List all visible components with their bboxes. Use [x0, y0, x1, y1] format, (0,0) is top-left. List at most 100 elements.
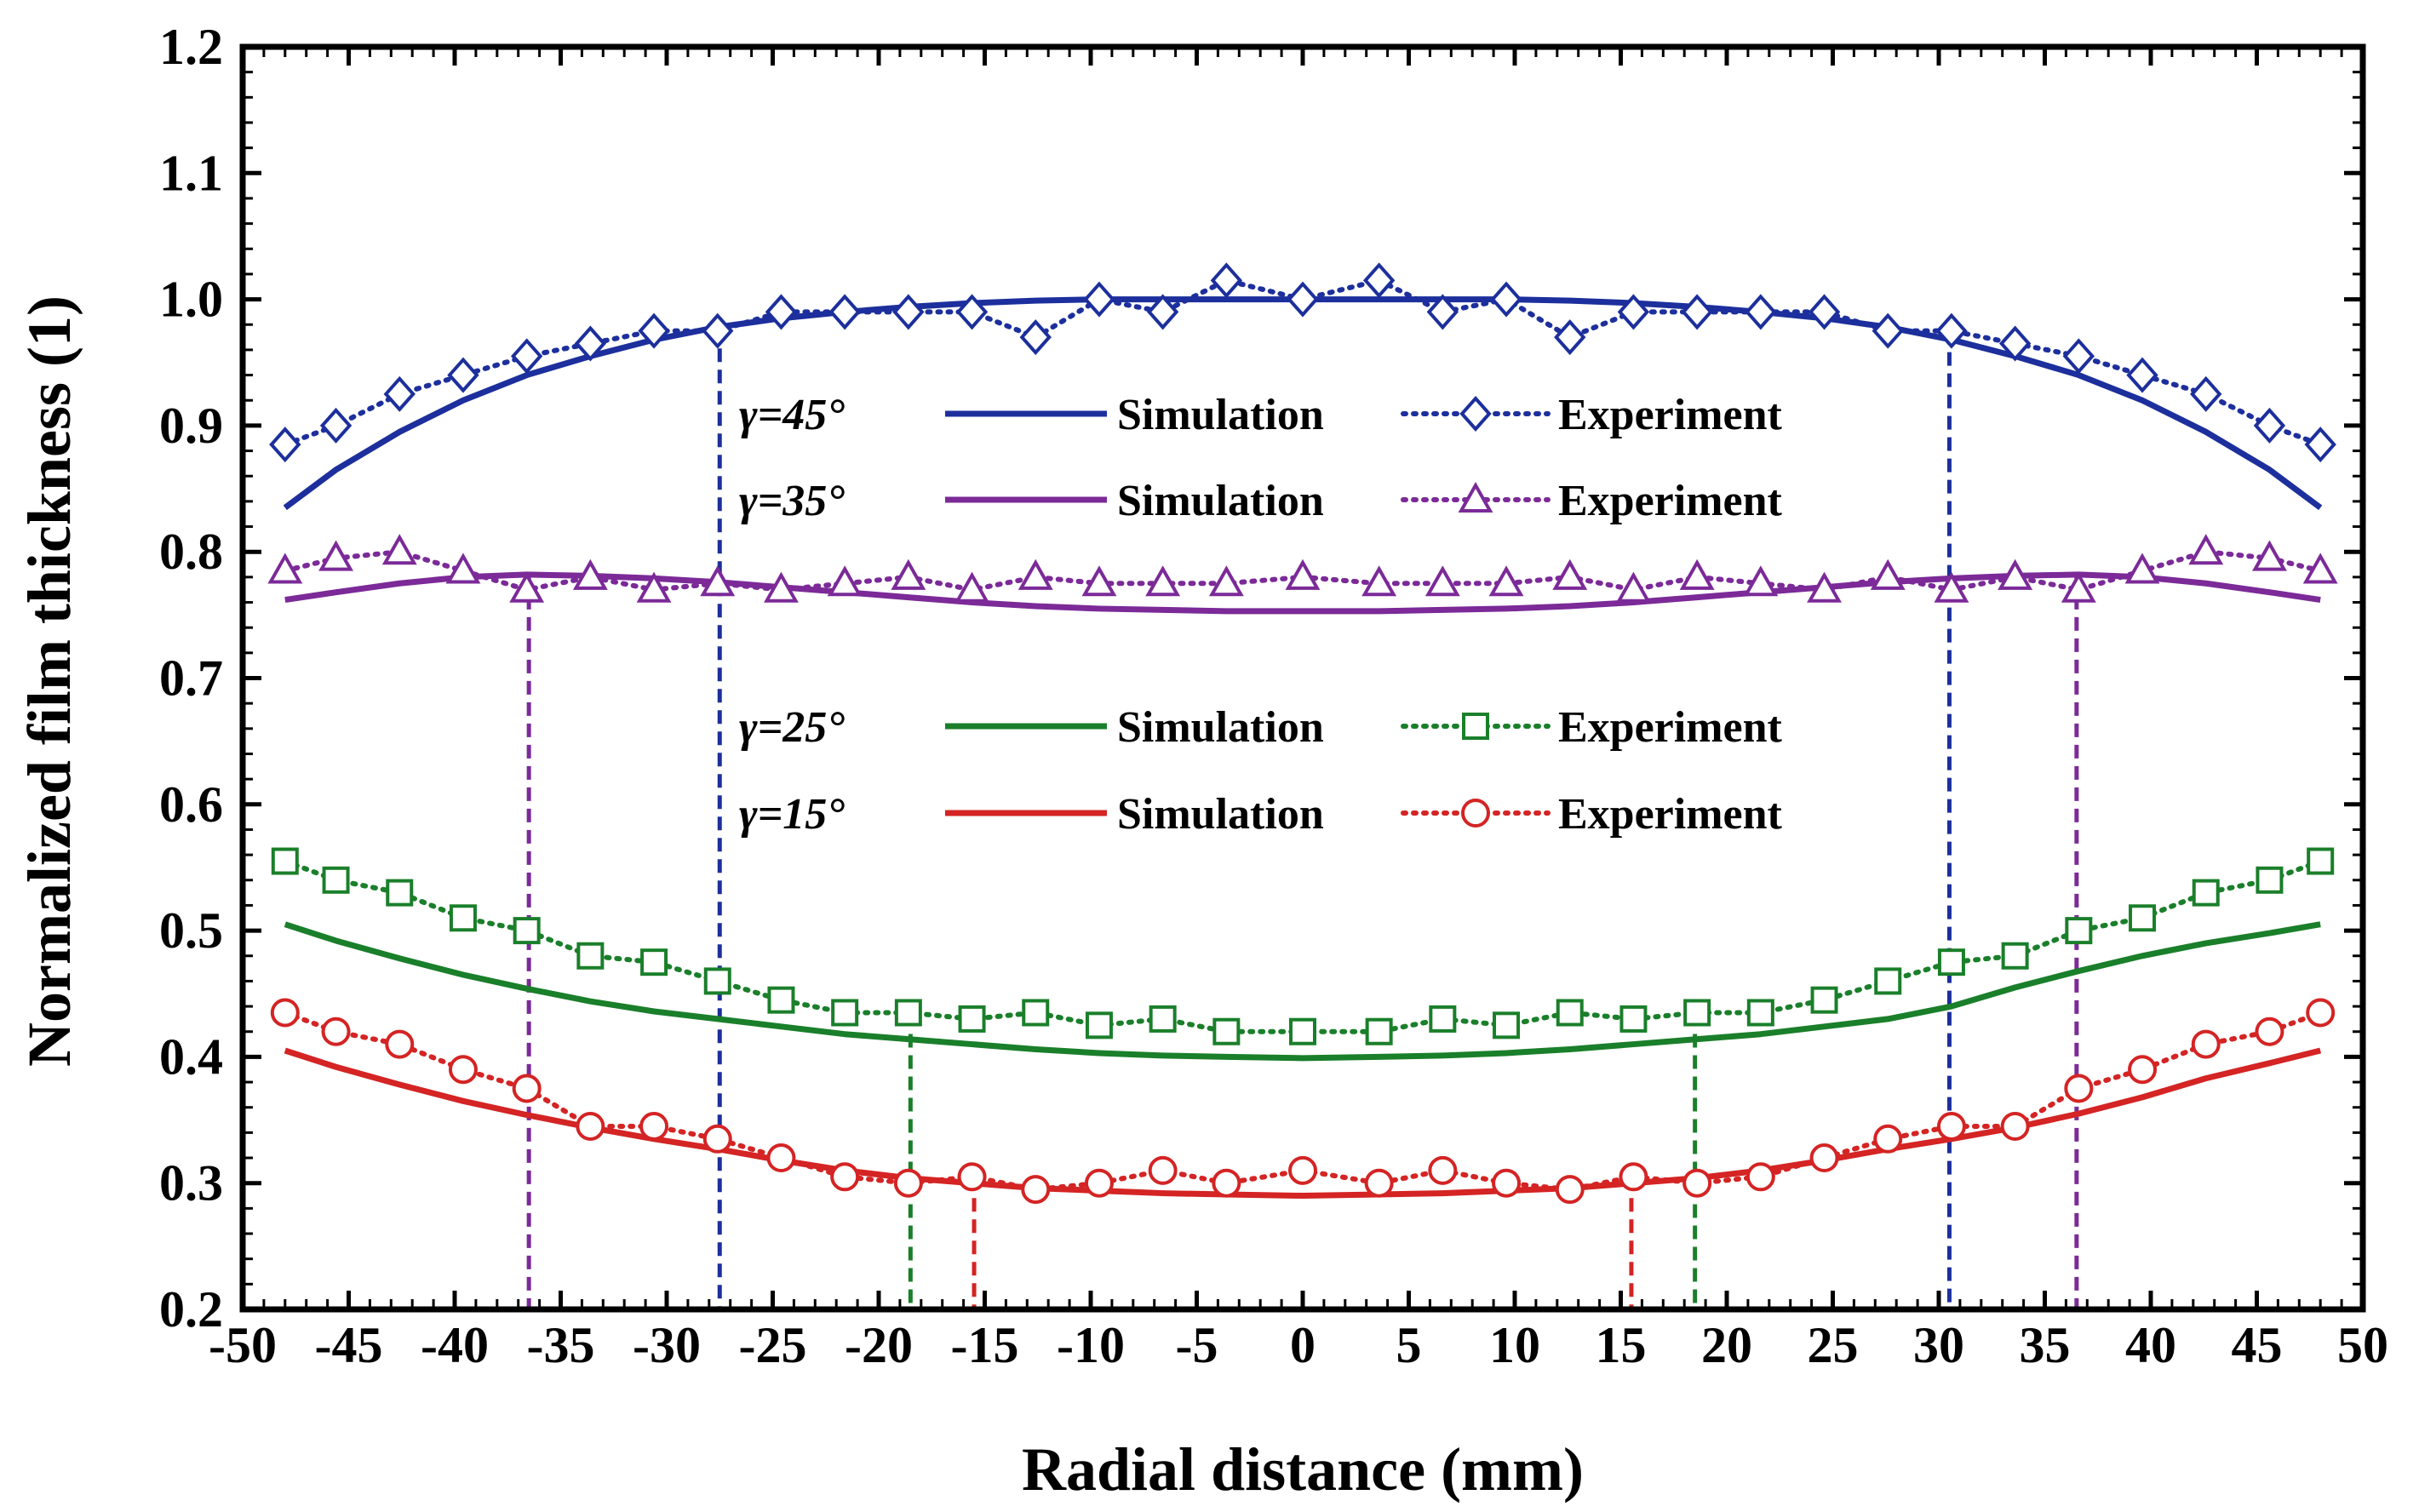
experiment-point-gamma-35 — [445, 553, 481, 584]
experiment-point-gamma-25 — [2192, 879, 2220, 907]
experiment-point-gamma-25 — [1365, 1017, 1393, 1045]
x-tick-label: 45 — [2232, 1317, 2283, 1373]
experiment-point-gamma-35 — [2061, 571, 2096, 603]
experiment-point-gamma-25 — [1022, 999, 1050, 1027]
experiment-point-gamma-15 — [893, 1168, 923, 1198]
experiment-point-gamma-15 — [1809, 1143, 1839, 1173]
experiment-point-gamma-45 — [1426, 294, 1459, 330]
experiment-point-gamma-45 — [1287, 281, 1319, 318]
experiment-point-gamma-45 — [1362, 262, 1396, 299]
experiment-point-gamma-45 — [1083, 281, 1115, 318]
experiment-point-gamma-25 — [1149, 1005, 1177, 1033]
experiment-point-gamma-35 — [1017, 558, 1053, 590]
experiment-point-gamma-35 — [1998, 558, 2033, 590]
experiment-point-gamma-15 — [448, 1055, 478, 1085]
experiment-point-gamma-15 — [1428, 1155, 1458, 1185]
experiment-point-gamma-45 — [765, 294, 798, 330]
simulation-line-gamma-25 — [284, 921, 2321, 1062]
experiment-point-gamma-35 — [1679, 558, 1715, 590]
experiment-point-gamma-25 — [2256, 866, 2284, 894]
x-tick-label: 10 — [1489, 1317, 1540, 1373]
axis-ticks — [240, 44, 2365, 1312]
experiment-point-gamma-25 — [831, 999, 859, 1027]
experiment-point-gamma-25 — [1212, 1017, 1241, 1045]
experiment-point-gamma-45 — [2304, 427, 2336, 463]
legend-experiment-marker-25 — [1462, 713, 1489, 740]
y-tick-label: 1.1 — [159, 145, 223, 201]
experiment-point-gamma-15 — [2191, 1029, 2221, 1059]
y-tick-label: 0.5 — [159, 902, 223, 959]
y-tick-label: 1.0 — [159, 272, 223, 328]
experiment-point-gamma-15 — [702, 1124, 732, 1154]
experiment-point-gamma-25 — [1493, 1011, 1521, 1040]
experiment-point-gamma-15 — [1021, 1175, 1051, 1205]
experiment-point-gamma-25 — [1289, 1017, 1316, 1045]
x-tick-label: 0 — [1290, 1317, 1316, 1373]
experiment-point-gamma-25 — [1429, 1005, 1457, 1033]
experiment-point-gamma-35 — [1807, 571, 1842, 603]
experiment-point-gamma-25 — [640, 948, 668, 976]
experiment-point-gamma-25 — [767, 986, 795, 1014]
experiment-point-gamma-35 — [764, 571, 799, 603]
legend-simulation-label-25: Simulation — [1117, 703, 1324, 752]
y-tick-label: 0.2 — [159, 1281, 223, 1337]
experiment-point-gamma-15 — [1745, 1162, 1775, 1192]
experiment-point-gamma-35 — [700, 565, 736, 597]
experiment-point-gamma-45 — [1554, 319, 1586, 356]
x-tick-label: -50 — [209, 1317, 277, 1373]
legend-experiment-marker-15 — [1461, 799, 1490, 828]
x-tick-label: -45 — [315, 1317, 383, 1373]
experiment-point-gamma-45 — [1745, 294, 1777, 330]
legend-gamma-45: γ=45° — [739, 391, 845, 439]
experiment-point-gamma-15 — [512, 1074, 542, 1103]
y-axis-title: Normalized film thickness (1) — [15, 295, 83, 1067]
experiment-point-gamma-25 — [449, 904, 477, 932]
experiment-point-gamma-25 — [2307, 847, 2335, 875]
experiment-point-gamma-35 — [267, 553, 303, 584]
experiment-point-gamma-45 — [1617, 294, 1650, 330]
experiment-point-gamma-15 — [830, 1162, 860, 1192]
experiment-point-gamma-25 — [1085, 1011, 1113, 1040]
y-tick-label: 0.4 — [159, 1028, 223, 1085]
legend-experiment-label-45: Experiment — [1558, 391, 1783, 439]
experiment-point-gamma-35 — [827, 565, 863, 597]
experiment-point-gamma-25 — [2129, 904, 2157, 932]
experiment-point-gamma-15 — [1492, 1168, 1522, 1198]
experiment-point-gamma-35 — [1361, 565, 1397, 597]
experiment-point-gamma-45 — [269, 427, 301, 463]
y-tick-label: 0.9 — [159, 398, 223, 454]
y-tick-labels: 0.2 0.3 0.4 0.5 0.6 0.7 0.8 0.9 1.0 1.1 1.2 — [159, 19, 223, 1337]
x-tick-label: -10 — [1057, 1317, 1125, 1373]
experiment-point-gamma-45 — [2062, 338, 2095, 375]
experiment-point-gamma-15 — [1682, 1168, 1712, 1198]
legend-experiment-label-35: Experiment — [1558, 477, 1783, 525]
legend-simulation-label-35: Simulation — [1117, 477, 1324, 525]
simulation-line-gamma-35 — [284, 571, 2321, 615]
experiment-point-gamma-15 — [957, 1162, 987, 1192]
experiment-point-gamma-25 — [322, 866, 350, 894]
y-tick-label: 0.6 — [159, 776, 223, 833]
experiment-point-gamma-35 — [891, 558, 926, 590]
experiment-point-gamma-35 — [1208, 565, 1244, 597]
experiment-point-gamma-25 — [2001, 942, 2029, 970]
experiment-point-gamma-15 — [1288, 1155, 1317, 1185]
experiment-point-gamma-15 — [1364, 1168, 1394, 1198]
experiment-point-gamma-15 — [1936, 1111, 1966, 1141]
experiment-point-gamma-25 — [271, 847, 299, 875]
y-tick-label: 1.2 — [159, 19, 223, 75]
x-tick-label: -35 — [527, 1317, 595, 1373]
experiment-point-gamma-45 — [2126, 357, 2158, 393]
experiment-point-gamma-15 — [1148, 1155, 1178, 1185]
x-tick-label: -25 — [739, 1317, 807, 1373]
experiment-point-gamma-15 — [766, 1143, 796, 1173]
experiment-point-gamma-15 — [385, 1029, 415, 1059]
experiment-point-gamma-35 — [1424, 565, 1460, 597]
experiment-point-gamma-15 — [576, 1111, 605, 1141]
x-tick-label: -5 — [1176, 1317, 1218, 1373]
y-tick-label: 0.7 — [159, 650, 223, 707]
experiment-point-gamma-45 — [383, 375, 416, 412]
legend-gamma-15: γ=15° — [739, 790, 845, 839]
x-tick-label: -30 — [633, 1317, 701, 1373]
experiment-point-gamma-45 — [638, 312, 670, 349]
